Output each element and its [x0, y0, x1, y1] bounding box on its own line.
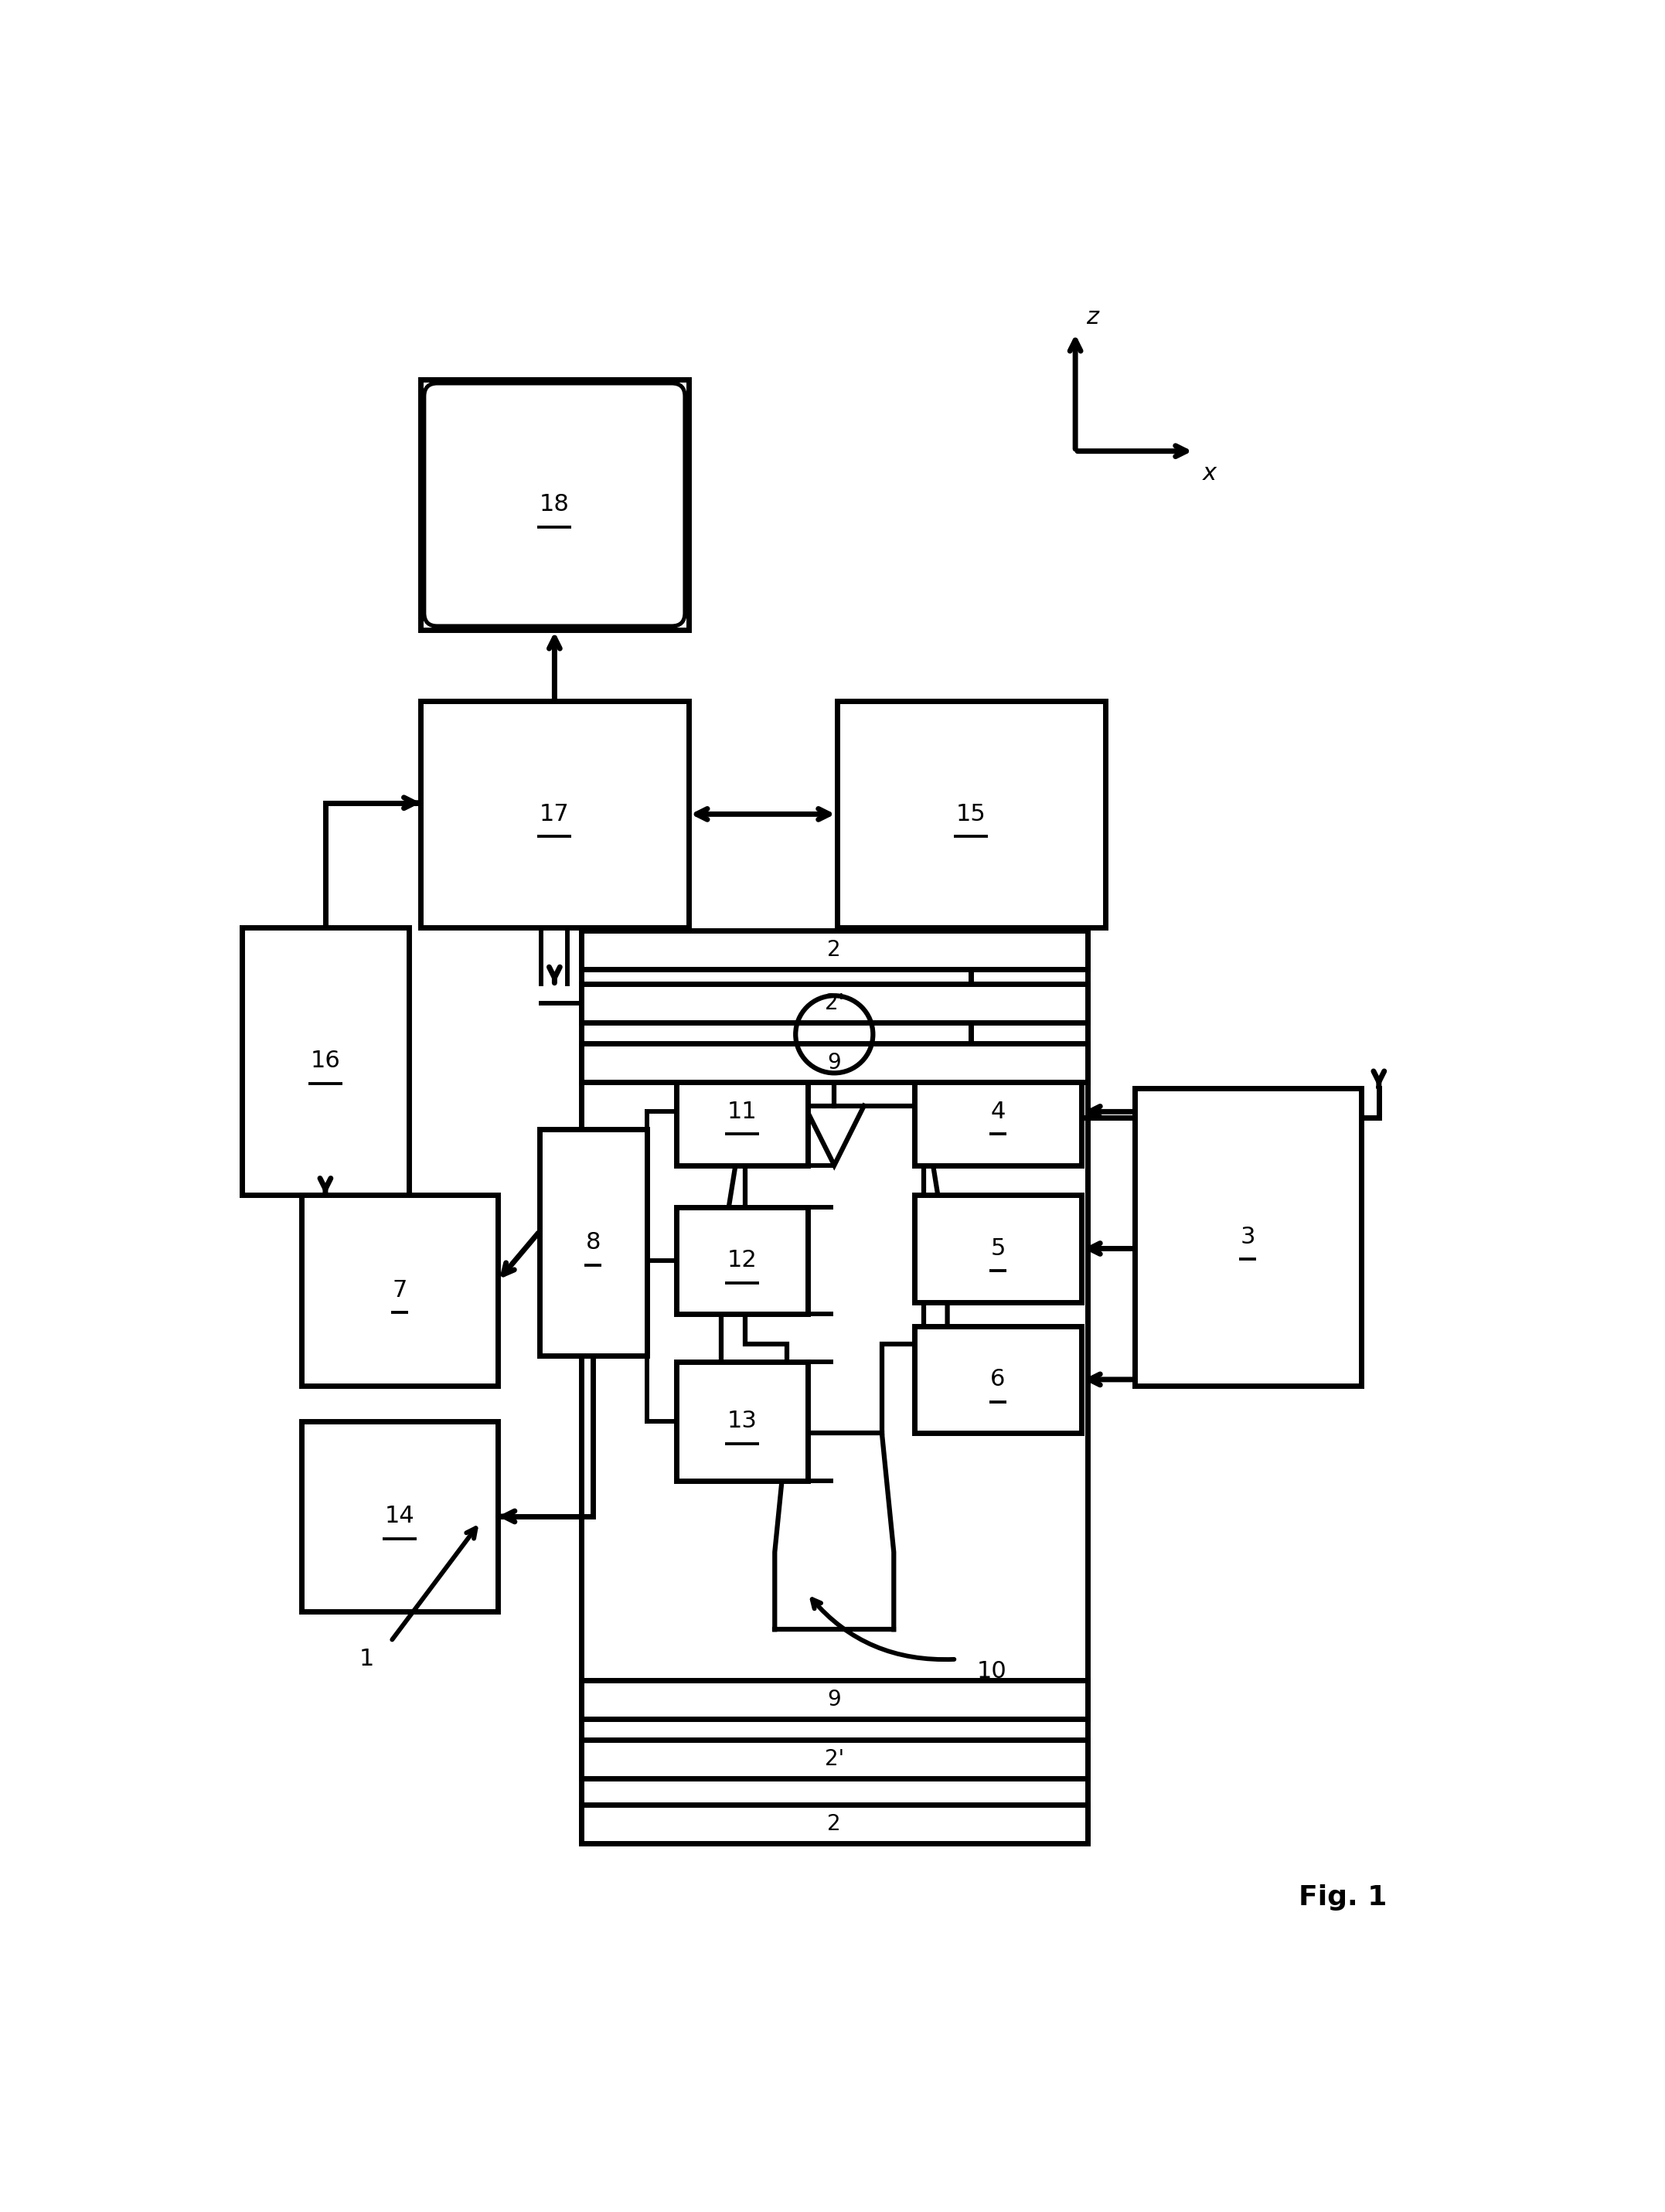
FancyBboxPatch shape [676, 1363, 808, 1480]
FancyBboxPatch shape [539, 1130, 646, 1356]
Text: 2': 2' [824, 1747, 844, 1770]
Text: 8: 8 [586, 1232, 601, 1254]
Text: 2': 2' [824, 993, 844, 1013]
FancyBboxPatch shape [914, 1057, 1081, 1166]
Text: 2: 2 [828, 938, 841, 960]
FancyBboxPatch shape [581, 1739, 1087, 1778]
Text: 16: 16 [310, 1051, 340, 1073]
Text: 9: 9 [828, 1051, 841, 1073]
Text: z: z [1086, 305, 1099, 327]
Text: 4: 4 [991, 1102, 1006, 1124]
FancyBboxPatch shape [676, 1057, 808, 1166]
Text: 15: 15 [956, 803, 986, 825]
FancyBboxPatch shape [421, 380, 688, 630]
Text: 13: 13 [728, 1409, 758, 1433]
Text: 1: 1 [360, 1648, 375, 1670]
FancyBboxPatch shape [581, 1805, 1087, 1845]
FancyBboxPatch shape [837, 701, 1106, 927]
Text: 9: 9 [828, 1688, 841, 1710]
Text: 7: 7 [393, 1279, 408, 1301]
FancyBboxPatch shape [581, 931, 1087, 969]
Text: 18: 18 [539, 493, 569, 515]
FancyBboxPatch shape [425, 383, 684, 626]
FancyBboxPatch shape [581, 1044, 1087, 1082]
Text: 12: 12 [728, 1250, 758, 1272]
Text: Fig. 1: Fig. 1 [1299, 1885, 1387, 1911]
FancyBboxPatch shape [301, 1420, 498, 1613]
Text: 6: 6 [991, 1369, 1006, 1391]
FancyBboxPatch shape [241, 927, 408, 1194]
Text: 3: 3 [1240, 1225, 1255, 1248]
Text: 10: 10 [977, 1659, 1007, 1683]
Text: 14: 14 [385, 1504, 415, 1528]
FancyBboxPatch shape [421, 701, 688, 927]
FancyBboxPatch shape [301, 1194, 498, 1385]
Text: x: x [1202, 462, 1215, 484]
Text: 17: 17 [539, 803, 569, 825]
FancyBboxPatch shape [676, 1208, 808, 1314]
Text: 2: 2 [828, 1814, 841, 1836]
FancyBboxPatch shape [914, 1194, 1081, 1303]
FancyBboxPatch shape [581, 984, 1087, 1022]
FancyBboxPatch shape [914, 1325, 1081, 1433]
FancyBboxPatch shape [1136, 1088, 1360, 1385]
Text: 5: 5 [991, 1237, 1006, 1261]
Text: 11: 11 [728, 1102, 758, 1124]
FancyBboxPatch shape [581, 1681, 1087, 1719]
